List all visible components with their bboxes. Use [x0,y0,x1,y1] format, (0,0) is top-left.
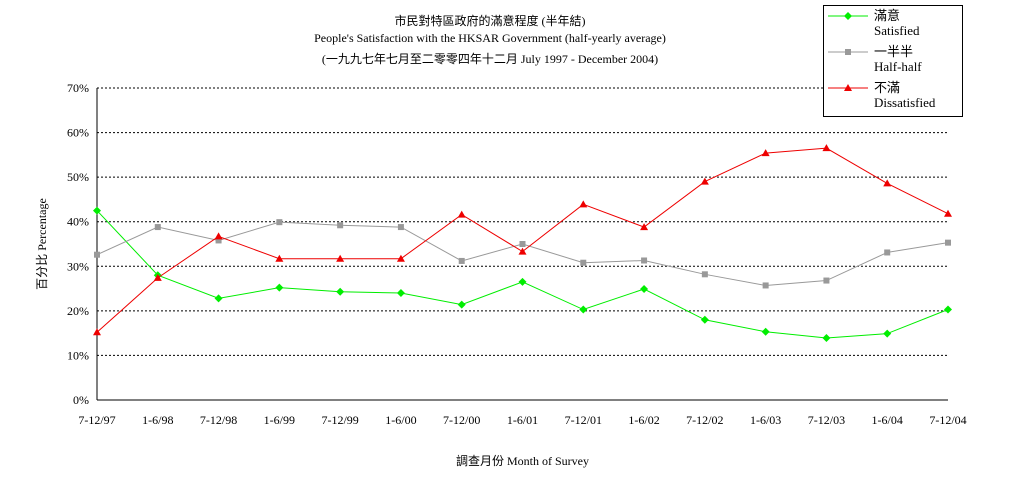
data-point-half-half [458,257,465,264]
data-point-dissatisfied [822,144,831,152]
data-point-dissatisfied [214,232,223,240]
data-point-satisfied [761,327,770,336]
legend-label-dissatisfied-zh: 不滿 [874,80,901,95]
x-tick-label: 1-6/02 [628,413,659,427]
data-point-half-half [823,277,830,284]
data-point-dissatisfied [457,210,466,218]
data-point-dissatisfied [518,247,527,255]
x-tick-label: 7-12/03 [808,413,845,427]
data-point-satisfied [93,206,101,215]
x-tick-label: 1-6/03 [750,413,781,427]
y-axis-title: 百分比 Percentage [35,198,49,290]
data-point-dissatisfied [93,328,101,336]
legend-marker-half-half [828,49,868,55]
legend-label-satisfied-en: Satisfied [874,23,920,38]
x-tick-label: 1-6/98 [142,413,173,427]
series-line-dissatisfied [96,147,949,333]
x-tick-label: 7-12/01 [565,413,602,427]
y-tick-label: 40% [67,215,89,229]
legend-label-dissatisfied-en: Dissatisfied [874,95,936,110]
x-tick-label: 7-12/04 [929,413,966,427]
legend-label-half-half-en: Half-half [874,59,922,74]
legend-item-satisfied: 滿意 Satisfied [824,8,964,44]
y-tick-label: 0% [73,393,89,407]
chart-legend: 滿意 Satisfied 一半半 Half-half 不滿 Dissatisfi… [823,5,963,117]
data-point-satisfied [579,305,588,314]
data-point-satisfied [336,287,345,296]
data-point-dissatisfied [761,149,770,157]
series-line-satisfied [96,210,949,339]
y-tick-label: 30% [67,259,89,273]
data-point-dissatisfied [336,254,345,262]
data-point-satisfied [396,289,405,298]
data-point-dissatisfied [640,223,649,231]
x-tick-label: 7-12/98 [200,413,237,427]
legend-item-dissatisfied: 不滿 Dissatisfied [824,80,964,116]
data-point-half-half [580,259,587,266]
data-point-half-half [276,219,283,226]
data-point-satisfied [883,329,892,338]
data-point-dissatisfied [944,209,952,217]
x-tick-label: 7-12/99 [321,413,358,427]
y-tick-label: 20% [67,304,89,318]
data-point-half-half [94,251,100,258]
data-point-dissatisfied [883,179,892,187]
data-point-half-half [519,241,526,247]
data-point-half-half [154,224,161,231]
data-point-satisfied [640,285,649,294]
x-tick-label: 1-6/00 [385,413,416,427]
data-point-dissatisfied [153,273,162,281]
y-tick-label: 60% [67,126,89,140]
data-point-half-half [945,239,951,246]
data-point-half-half [337,222,344,229]
data-point-half-half [397,224,404,231]
legend-item-half-half: 一半半 Half-half [824,44,964,80]
chart-subtitle-period: (一九九七年七月至二零零四年十二月 July 1997 - December 2… [321,52,659,66]
data-point-half-half [762,282,769,289]
data-point-dissatisfied [700,177,709,185]
data-point-satisfied [214,294,223,303]
x-tick-label: 1-6/04 [872,413,903,427]
legend-label-satisfied-zh: 滿意 [874,8,901,23]
data-point-half-half [701,271,708,278]
chart-title-zh: 市民對特區政府的滿意程度 (半年結) [394,14,586,28]
chart-title-en: People's Satisfaction with the HKSAR Gov… [314,31,666,45]
y-tick-label: 70% [67,81,89,95]
data-point-satisfied [700,315,709,324]
data-point-half-half [641,257,648,264]
data-point-dissatisfied [396,254,405,262]
x-tick-label: 1-6/99 [264,413,295,427]
data-point-satisfied [457,300,466,309]
x-tick-label: 1-6/01 [507,413,538,427]
y-tick-label: 10% [67,348,89,362]
data-point-dissatisfied [275,254,284,262]
data-point-satisfied [518,277,527,286]
legend-marker-satisfied [828,12,868,20]
legend-marker-dissatisfied [828,84,868,91]
data-point-satisfied [822,334,831,343]
x-axis-title: 調查月份 Month of Survey [456,454,589,468]
data-point-half-half [215,237,222,244]
legend-label-half-half-zh: 一半半 [874,44,914,59]
x-tick-label: 7-12/02 [686,413,723,427]
x-tick-label: 7-12/97 [78,413,115,427]
x-tick-label: 7-12/00 [443,413,480,427]
data-point-dissatisfied [579,200,588,208]
data-point-satisfied [275,283,284,292]
data-point-satisfied [944,305,952,314]
y-tick-label: 50% [67,170,89,184]
data-point-half-half [884,249,891,256]
